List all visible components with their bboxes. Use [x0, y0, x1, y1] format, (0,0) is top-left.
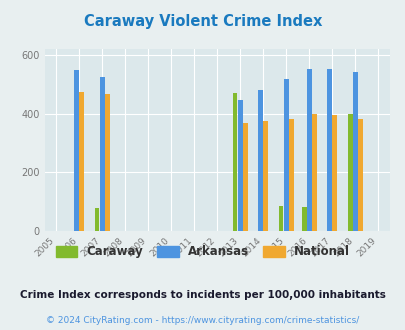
Bar — [237, 100, 242, 231]
Bar — [357, 119, 362, 231]
Text: © 2024 CityRating.com - https://www.cityrating.com/crime-statistics/: © 2024 CityRating.com - https://www.city… — [46, 316, 359, 325]
Legend: Caraway, Arkansas, National: Caraway, Arkansas, National — [51, 241, 354, 263]
Text: Caraway Violent Crime Index: Caraway Violent Crime Index — [83, 14, 322, 29]
Bar — [278, 206, 283, 231]
Bar — [326, 69, 331, 231]
Bar — [232, 93, 237, 231]
Bar — [104, 94, 109, 231]
Bar — [311, 115, 316, 231]
Bar — [347, 114, 352, 231]
Bar — [301, 207, 306, 231]
Bar — [242, 123, 247, 231]
Bar — [79, 92, 84, 231]
Text: Crime Index corresponds to incidents per 100,000 inhabitants: Crime Index corresponds to incidents per… — [20, 290, 385, 300]
Bar — [258, 90, 262, 231]
Bar — [263, 121, 267, 231]
Bar — [332, 115, 336, 231]
Bar — [74, 70, 79, 231]
Bar — [352, 72, 357, 231]
Bar — [288, 119, 293, 231]
Bar — [100, 77, 104, 231]
Bar — [283, 79, 288, 231]
Bar — [94, 208, 99, 231]
Bar — [306, 69, 311, 231]
